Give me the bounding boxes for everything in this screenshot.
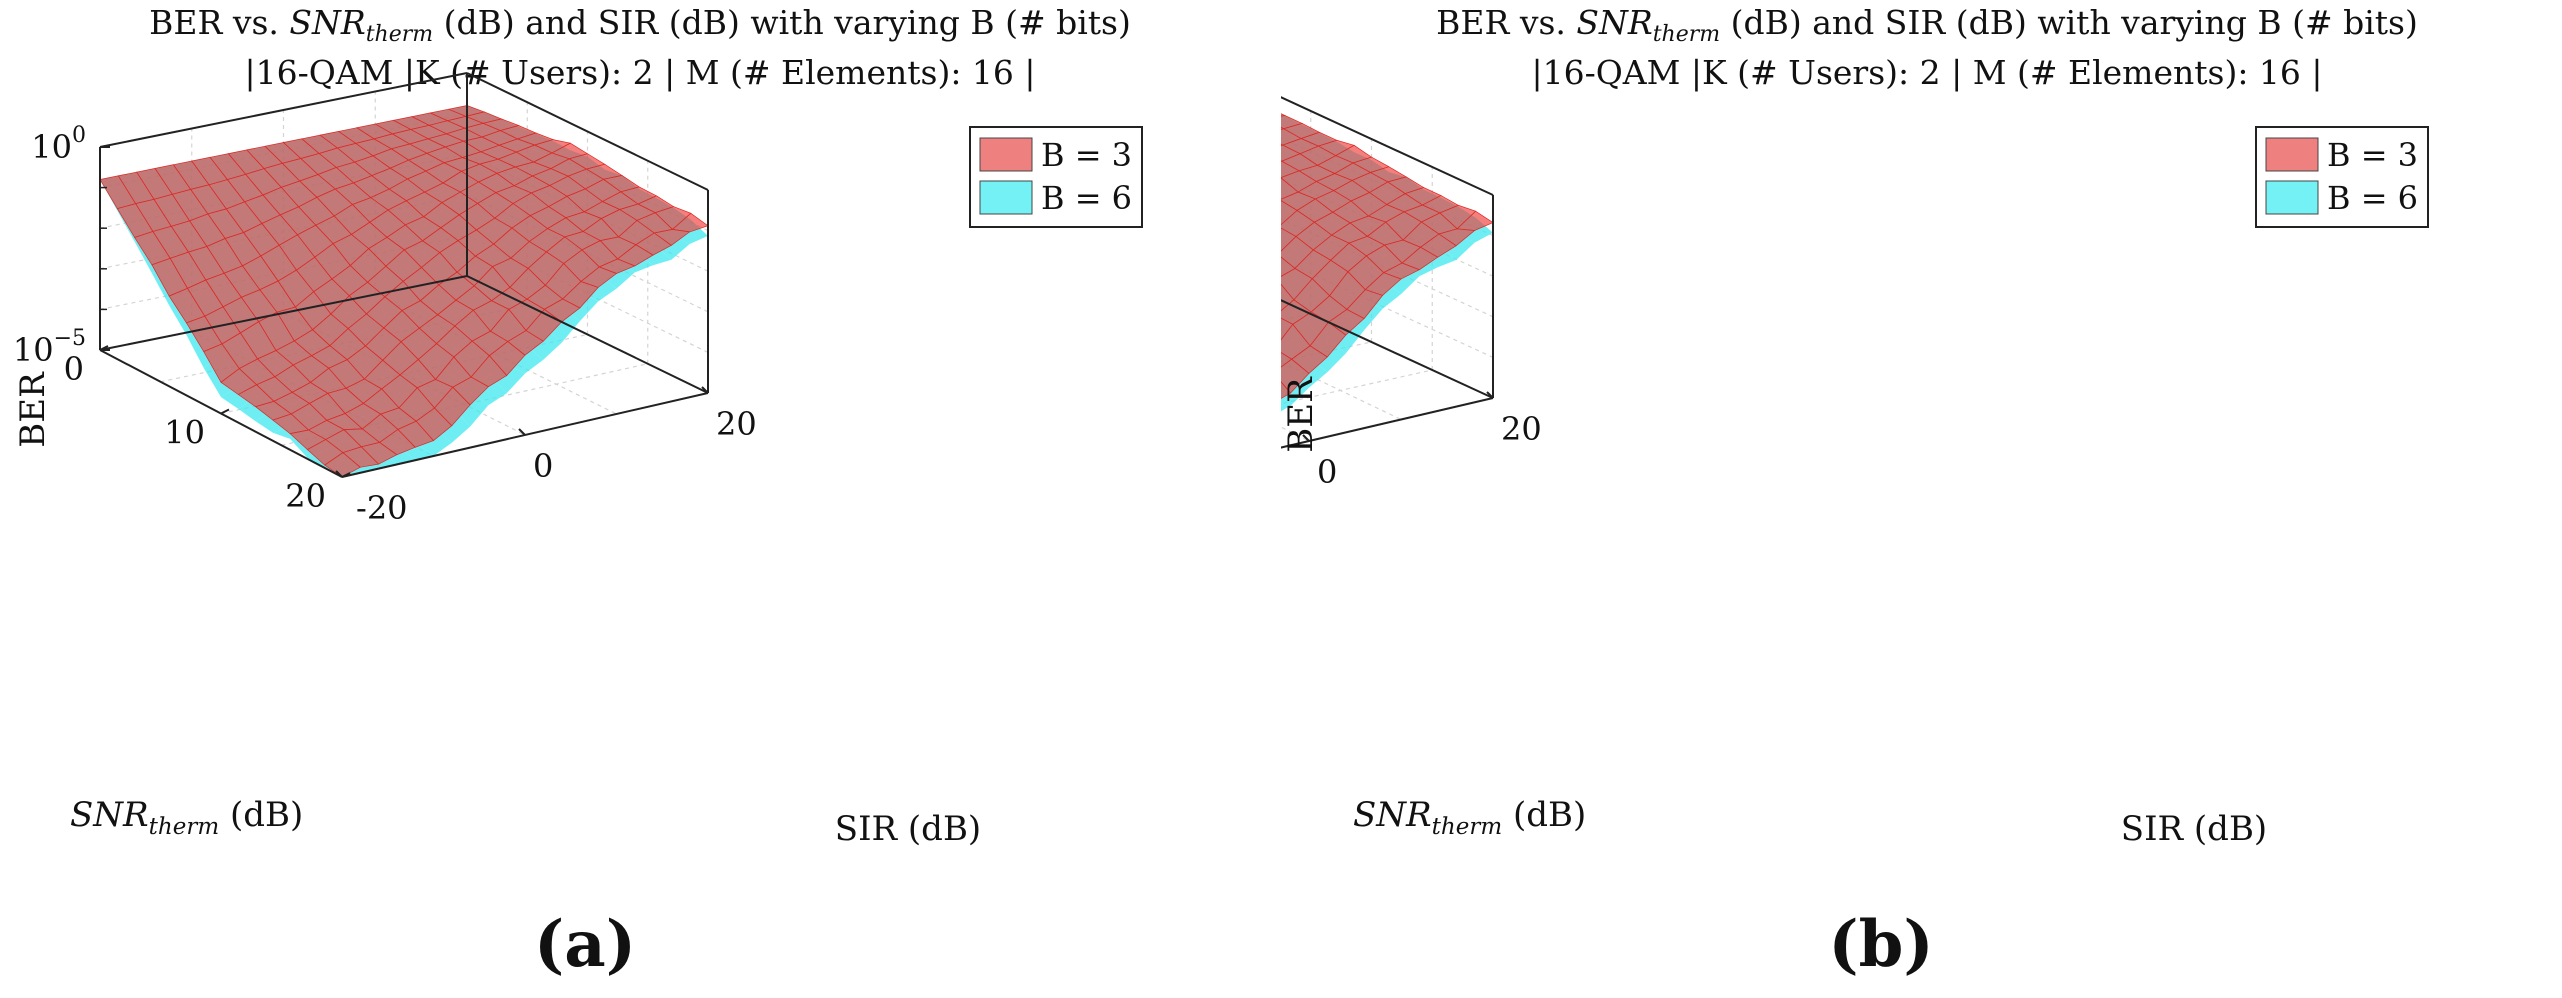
- x-axis-label: SNRtherm (dB): [1353, 795, 1586, 840]
- axis-frame-edge: [99, 72, 468, 148]
- sir-tick-label: -20: [356, 489, 408, 527]
- sir-tick-label: 20: [716, 405, 757, 443]
- surface-patch: [416, 428, 452, 456]
- sir-tick-mark: [335, 470, 343, 478]
- sir-tick-mark: [1302, 434, 1310, 442]
- surfaces: [99, 105, 709, 478]
- sir-tick-label: 0: [533, 447, 553, 485]
- axis-frame-edge: [99, 275, 468, 351]
- floor-grid-line-sir: [283, 312, 526, 436]
- x-axis-label: SNRtherm (dB): [70, 795, 303, 840]
- z-axis-label: BER: [13, 371, 53, 448]
- axis-frame-edge: [1249, 285, 1494, 399]
- axis-frame-edge: [466, 275, 709, 394]
- legend: B = 3 B = 6: [969, 126, 1143, 228]
- sir-tick-mark: [701, 386, 709, 394]
- axis-frame-edge: [1249, 82, 1494, 196]
- y-axis-label: SIR (dB): [835, 809, 981, 849]
- chart-title-line1: BER vs. SNRtherm (dB) and SIR (dB) with …: [149, 3, 1131, 47]
- sir-tick-mark: [518, 428, 526, 436]
- chart-title-line1: BER vs. SNRtherm (dB) and SIR (dB) with …: [1436, 3, 2418, 47]
- surface-patch: [526, 327, 562, 360]
- sir-tick-mark: [1486, 391, 1494, 399]
- legend-label-b6: B = 6: [1041, 179, 1132, 217]
- snr-tick-mark: [99, 345, 109, 351]
- chart-title-line2: |16-QAM |K (# Users): 2 | M (# Elements)…: [244, 53, 1035, 92]
- chart-title: BER vs. SNRtherm (dB) and SIR (dB) with …: [1436, 3, 2418, 92]
- surface-patch: [471, 374, 507, 406]
- legend-label-b3: B = 3: [2327, 136, 2418, 174]
- chart-panel-a: BER vs. SNRtherm (dB) and SIR (dB) with …: [0, 0, 1281, 994]
- legend-label-b6: B = 6: [2327, 179, 2418, 217]
- surface-patch: [544, 306, 580, 343]
- snr-tick-label: 0: [64, 350, 84, 388]
- chart-a-svg: BER vs. SNRtherm (dB) and SIR (dB) with …: [13, 3, 1143, 982]
- panel-label-b: (b): [1828, 907, 1933, 982]
- legend-label-b3: B = 3: [1041, 136, 1132, 174]
- y-axis-label: SIR (dB): [2121, 809, 2267, 849]
- legend: B = 3 B = 6: [2255, 126, 2429, 228]
- panel-label-a: (a): [534, 907, 636, 982]
- legend-swatch-b3: [2265, 137, 2319, 172]
- floor-grid-line-sir: [1158, 302, 1402, 421]
- z-tick-label: 100: [31, 123, 86, 166]
- floor-grid-line-snr: [1064, 369, 1433, 453]
- legend-swatch-b6: [2265, 180, 2319, 215]
- snr-tick-mark: [220, 408, 230, 415]
- axis-frame-edge: [466, 72, 709, 191]
- chart-b-svg: BER vs. SNRtherm (dB) and SIR (dB) with …: [797, 3, 2429, 982]
- snr-tick-mark: [341, 472, 351, 478]
- legend-swatch-b3: [979, 137, 1033, 172]
- chart-title-line2: |16-QAM |K (# Users): 2 | M (# Elements)…: [1531, 53, 2322, 92]
- surface-b3: [99, 105, 709, 478]
- chart-panel-b: BER vs. SNRtherm (dB) and SIR (dB) with …: [797, 0, 2562, 994]
- floor-grid-line-sir: [374, 293, 617, 415]
- surface-patch: [507, 345, 544, 374]
- chart-title: BER vs. SNRtherm (dB) and SIR (dB) with …: [149, 3, 1131, 92]
- sir-tick-label: 20: [1501, 410, 1542, 448]
- snr-tick-label: 10: [164, 414, 205, 452]
- legend-swatch-b6: [979, 180, 1033, 215]
- snr-tick-label: 20: [285, 477, 326, 515]
- sir-tick-label: 0: [1317, 453, 1337, 491]
- z-axis-label: BER: [1281, 376, 1321, 453]
